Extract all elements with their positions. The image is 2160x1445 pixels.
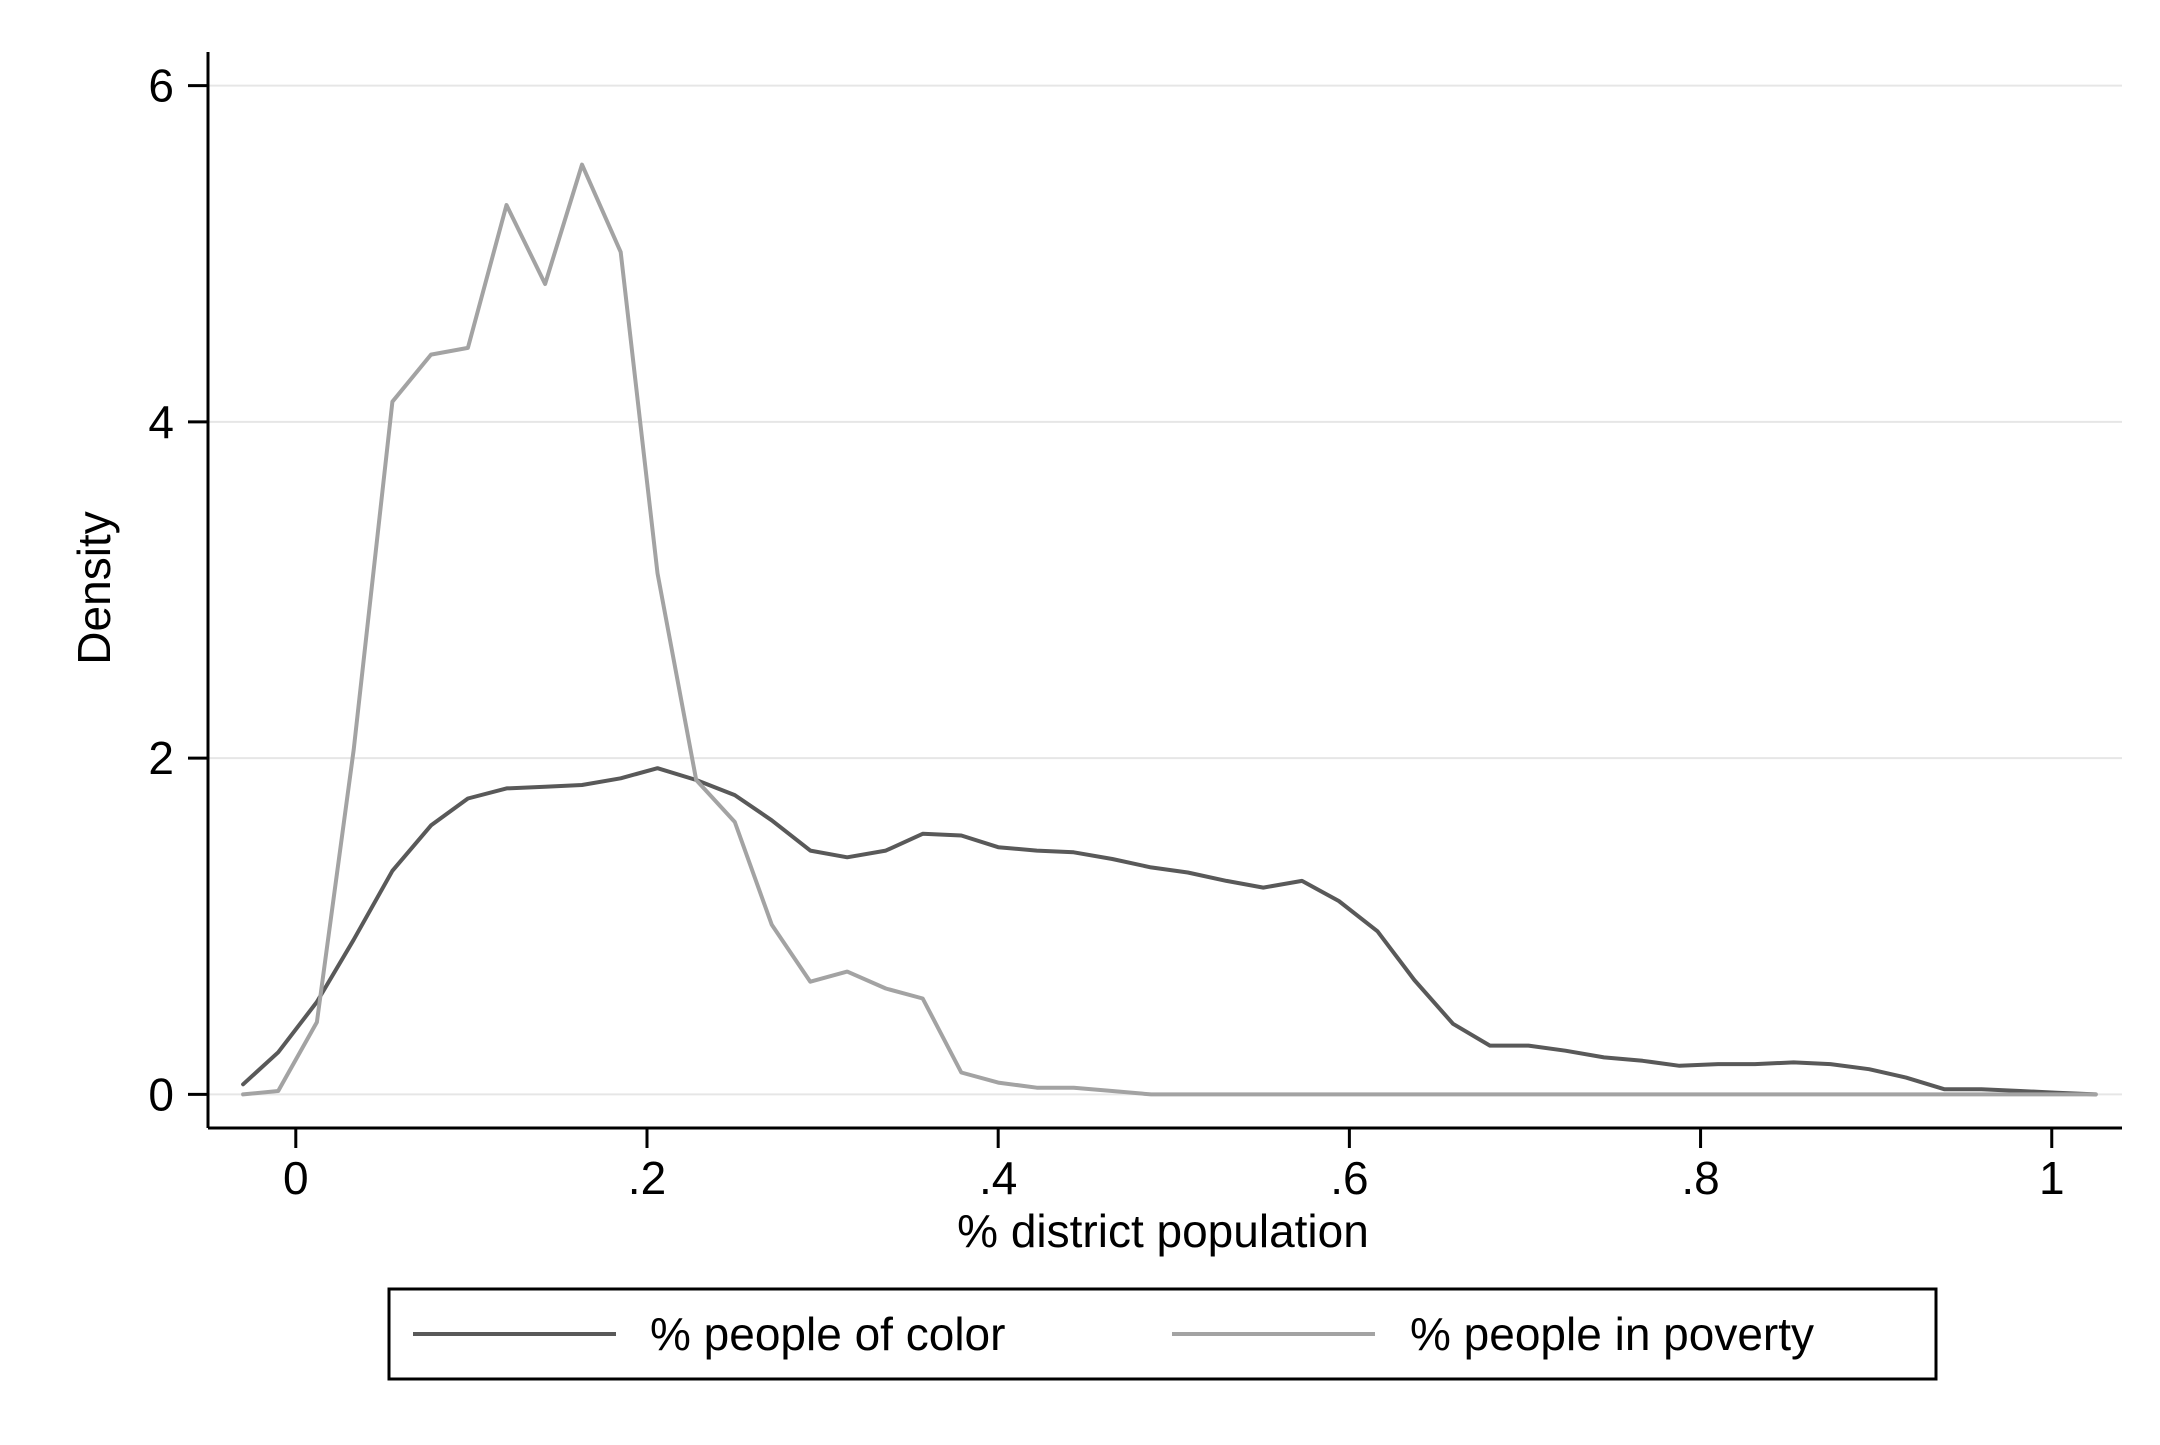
series-line-people-in-poverty: [241, 162, 2098, 1097]
y-tick-label-1: 2: [148, 732, 174, 784]
x-tick-label-0: 0: [283, 1152, 309, 1204]
y-tick-label-0: 0: [148, 1068, 174, 1120]
grid-layer: [208, 84, 2122, 1096]
y-tick-label-2: 4: [148, 396, 174, 448]
legend-label-people-of-color: % people of color: [650, 1308, 1005, 1360]
x-axis-title: % district population: [957, 1205, 1369, 1257]
legend-label-people-in-poverty: % people in poverty: [1410, 1308, 1814, 1360]
legend-box: [387, 1287, 1938, 1381]
legend: % people of color % people in poverty: [387, 1287, 1938, 1381]
series-line-people-of-color: [241, 766, 2098, 1097]
x-tick-label-2: .4: [979, 1152, 1017, 1204]
x-tick-label-5: 1: [2039, 1152, 2065, 1204]
y-axis-title: Density: [68, 511, 120, 664]
x-tick-label-1: .2: [628, 1152, 666, 1204]
x-tick-label-3: .6: [1330, 1152, 1368, 1204]
x-tick-label-4: .8: [1681, 1152, 1719, 1204]
axes-layer: 0 2 4 6 0 .2 .4 .6 .8 1: [148, 52, 2122, 1204]
series-layer: [241, 162, 2098, 1097]
y-tick-label-3: 6: [148, 60, 174, 112]
